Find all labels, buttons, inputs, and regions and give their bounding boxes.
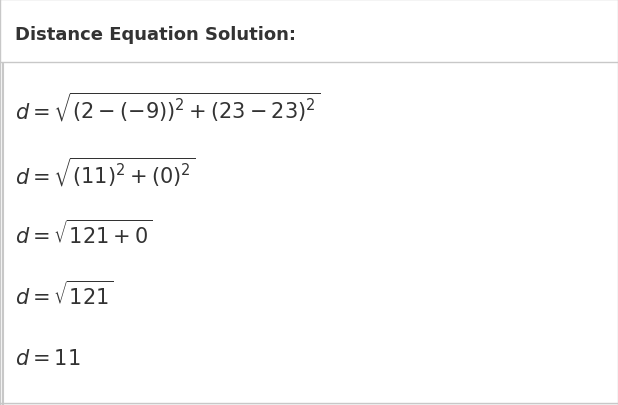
Text: $d = 11$: $d = 11$ [15, 348, 81, 369]
Text: $d = \sqrt{121+0}$: $d = \sqrt{121+0}$ [15, 219, 153, 247]
Text: $d = \sqrt{(11)^2 + (0)^2}$: $d = \sqrt{(11)^2 + (0)^2}$ [15, 156, 196, 189]
Text: $d = \sqrt{121}$: $d = \sqrt{121}$ [15, 279, 114, 308]
Text: Distance Equation Solution:: Distance Equation Solution: [15, 26, 297, 44]
Text: $d = \sqrt{(2-(-9))^2 + (23-23)^2}$: $d = \sqrt{(2-(-9))^2 + (23-23)^2}$ [15, 91, 321, 124]
